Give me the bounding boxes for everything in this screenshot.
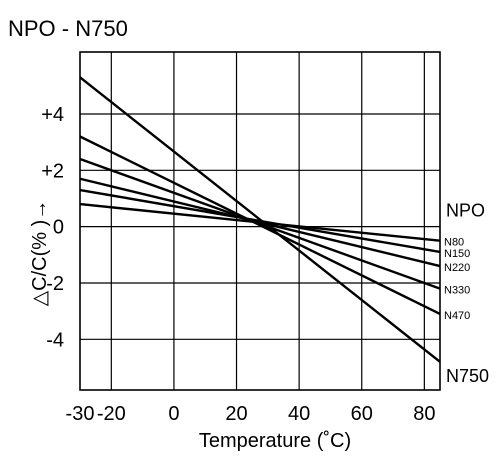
series-lines [79,76,441,363]
y-tick-labels: +4 +2 0 -2 -4 [41,104,64,351]
chart-title: NPO - N750 [8,16,128,41]
series-label-npo: NPO [446,201,485,221]
series-label-n80: N80 [444,237,464,249]
x-tick-label: 20 [225,403,247,425]
x-tick-label: 60 [351,403,373,425]
series-line-n330 [79,157,441,290]
x-tick-label: -20 [97,403,126,425]
x-tick-label: 80 [413,403,435,425]
series-line-n750 [79,76,441,363]
plot-frame [79,51,441,391]
series-line-n470 [79,135,441,316]
series-label-n330: N330 [444,285,470,297]
series-label-n750: N750 [446,366,489,386]
y-tick-label: -4 [46,329,64,351]
y-tick-label: +2 [41,160,64,182]
x-tick-label: 0 [168,403,179,425]
plot-border [79,51,441,391]
y-tick-label: +4 [41,104,64,126]
x-axis-label: Temperature (˚C) [199,430,351,452]
series-label-n220: N220 [444,262,470,274]
y-tick-label: 0 [53,217,64,239]
y-axis-label: △C/C(% )→ [29,200,51,306]
grid [80,52,440,390]
x-tick-labels: -30 -20 0 20 40 60 80 [66,403,436,425]
series-label-n470: N470 [444,310,470,322]
x-tick-label: -30 [66,403,95,425]
x-tick-label: 40 [288,403,310,425]
series-line-n220 [79,177,441,268]
y-tick-label: -2 [46,273,64,295]
series-label-n150: N150 [444,248,470,260]
